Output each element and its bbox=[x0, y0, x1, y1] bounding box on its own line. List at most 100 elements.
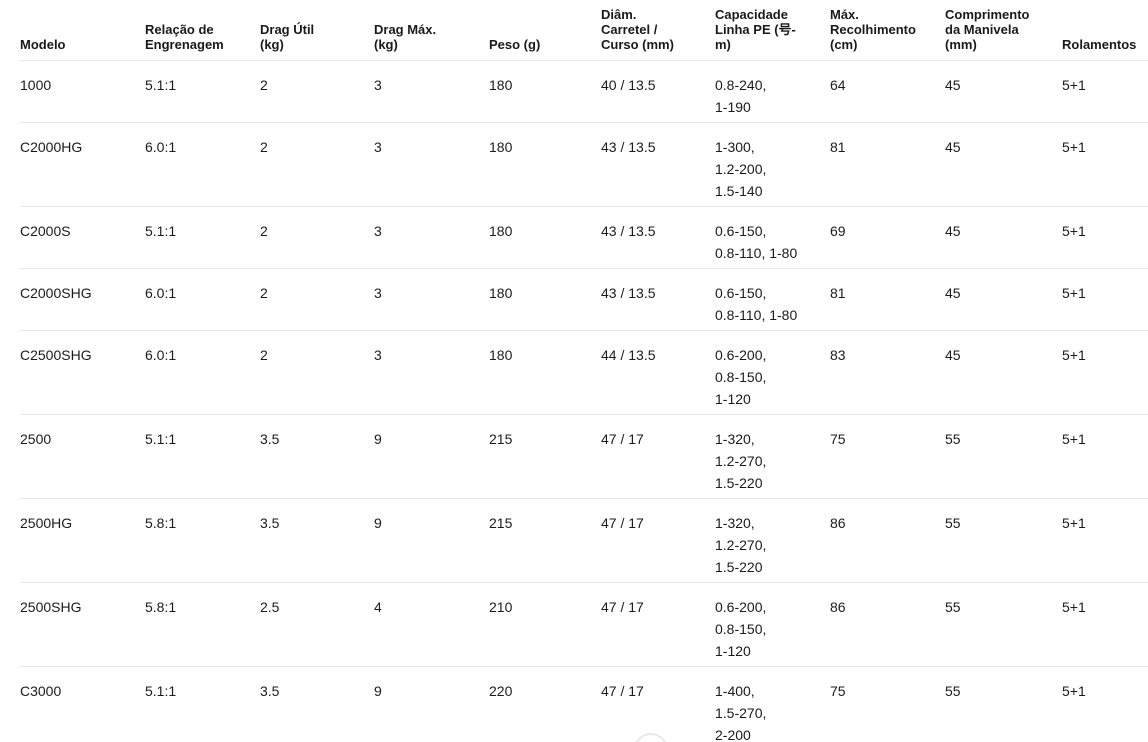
table-body: 1000 5.1:1 2 3 180 40 / 13.5 0.8-240, 1-190 64 4… bbox=[20, 60, 1148, 742]
cell-comprimento-manivela: 55 bbox=[945, 430, 961, 447]
cell-modelo: 2500HG bbox=[20, 514, 73, 531]
cell-peso: 220 bbox=[489, 682, 513, 699]
cell-peso: 210 bbox=[489, 598, 513, 615]
cell-drag-max: 3 bbox=[374, 346, 382, 363]
cell-drag-util: 2 bbox=[260, 346, 268, 363]
cell-peso: 180 bbox=[489, 346, 513, 363]
cell-drag-util: 2 bbox=[260, 284, 268, 301]
table-row: C2000S 5.1:1 2 3 180 43 / 13.5 0.6-150, 0.8-11… bbox=[20, 206, 1148, 268]
column-header-rolamentos: Rolamentos bbox=[1062, 36, 1137, 52]
cell-diam-carretel-curso: 40 / 13.5 bbox=[601, 76, 656, 93]
cell-rolamentos: 5+1 bbox=[1062, 682, 1086, 699]
cell-drag-util: 2 bbox=[260, 76, 268, 93]
cell-modelo: C2000HG bbox=[20, 138, 83, 155]
cell-relacao-engrenagem: 5.1:1 bbox=[145, 222, 177, 239]
cell-drag-util: 3.5 bbox=[260, 682, 280, 699]
table-row: C2500SHG 6.0:1 2 3 180 44 / 13.5 0.6-200, 0.8-… bbox=[20, 330, 1148, 414]
cell-capacidade-linha-pe: 0.6-200, 0.8-150, 1-120 bbox=[715, 346, 767, 407]
cell-modelo: C3000 bbox=[20, 682, 62, 699]
cell-comprimento-manivela: 45 bbox=[945, 76, 961, 93]
table-row: C2000HG 6.0:1 2 3 180 43 / 13.5 1-300, 1.2-200… bbox=[20, 122, 1148, 206]
reel-spec-table: Modelo Relação de Engrenagem Drag Útil (kg… bbox=[20, 0, 1148, 742]
cell-rolamentos: 5+1 bbox=[1062, 514, 1086, 531]
table-row: C2000SHG 6.0:1 2 3 180 43 / 13.5 0.6-150, 0.8-… bbox=[20, 268, 1148, 330]
cell-diam-carretel-curso: 44 / 13.5 bbox=[601, 346, 656, 363]
cell-drag-max: 3 bbox=[374, 284, 382, 301]
cell-rolamentos: 5+1 bbox=[1062, 76, 1086, 93]
cell-comprimento-manivela: 45 bbox=[945, 222, 961, 239]
cell-comprimento-manivela: 45 bbox=[945, 346, 961, 363]
cell-peso: 180 bbox=[489, 284, 513, 301]
cell-comprimento-manivela: 45 bbox=[945, 284, 961, 301]
cell-diam-carretel-curso: 43 / 13.5 bbox=[601, 138, 656, 155]
cell-relacao-engrenagem: 5.1:1 bbox=[145, 76, 177, 93]
cell-modelo: 2500 bbox=[20, 430, 52, 447]
cell-comprimento-manivela: 55 bbox=[945, 598, 961, 615]
cell-peso: 180 bbox=[489, 76, 513, 93]
cell-comprimento-manivela: 55 bbox=[945, 682, 961, 699]
cell-drag-max: 3 bbox=[374, 222, 382, 239]
cell-relacao-engrenagem: 5.1:1 bbox=[145, 430, 177, 447]
cell-drag-max: 9 bbox=[374, 682, 382, 699]
cell-relacao-engrenagem: 5.8:1 bbox=[145, 598, 177, 615]
cell-rolamentos: 5+1 bbox=[1062, 222, 1086, 239]
cell-max-recolhimento: 86 bbox=[830, 598, 846, 615]
cell-peso: 215 bbox=[489, 514, 513, 531]
cell-rolamentos: 5+1 bbox=[1062, 598, 1086, 615]
table-row: C3000 5.1:1 3.5 9 220 47 / 17 1-400, 1.5-270, … bbox=[20, 666, 1148, 742]
cell-relacao-engrenagem: 6.0:1 bbox=[145, 284, 177, 301]
cell-rolamentos: 5+1 bbox=[1062, 430, 1086, 447]
column-header-comprimento-manivela: Comprimento da Manivela (mm) bbox=[945, 6, 1030, 52]
cell-drag-max: 3 bbox=[374, 76, 382, 93]
cell-drag-max: 9 bbox=[374, 430, 382, 447]
cell-drag-util: 3.5 bbox=[260, 514, 280, 531]
table-header-row: Modelo Relação de Engrenagem Drag Útil (kg… bbox=[20, 0, 1148, 60]
table-row: 2500HG 5.8:1 3.5 9 215 47 / 17 1-320, 1.2-270,… bbox=[20, 498, 1148, 582]
cell-max-recolhimento: 81 bbox=[830, 138, 846, 155]
table-row: 1000 5.1:1 2 3 180 40 / 13.5 0.8-240, 1-190 64 4… bbox=[20, 60, 1148, 122]
cell-max-recolhimento: 86 bbox=[830, 514, 846, 531]
cell-rolamentos: 5+1 bbox=[1062, 138, 1086, 155]
cell-diam-carretel-curso: 47 / 17 bbox=[601, 682, 644, 699]
cell-relacao-engrenagem: 6.0:1 bbox=[145, 346, 177, 363]
cell-rolamentos: 5+1 bbox=[1062, 346, 1086, 363]
cell-peso: 215 bbox=[489, 430, 513, 447]
cell-peso: 180 bbox=[489, 222, 513, 239]
cell-capacidade-linha-pe: 1-400, 1.5-270, 2-200 bbox=[715, 682, 767, 742]
column-header-peso: Peso (g) bbox=[489, 36, 541, 52]
cell-diam-carretel-curso: 43 / 13.5 bbox=[601, 222, 656, 239]
column-header-drag-util: Drag Útil (kg) bbox=[260, 21, 315, 52]
column-header-modelo: Modelo bbox=[20, 36, 66, 52]
cell-diam-carretel-curso: 47 / 17 bbox=[601, 430, 644, 447]
cell-max-recolhimento: 75 bbox=[830, 430, 846, 447]
cell-relacao-engrenagem: 6.0:1 bbox=[145, 138, 177, 155]
cell-drag-util: 2.5 bbox=[260, 598, 280, 615]
cell-capacidade-linha-pe: 0.6-200, 0.8-150, 1-120 bbox=[715, 598, 767, 659]
column-header-relacao-engrenagem: Relação de Engrenagem bbox=[145, 21, 224, 52]
cell-drag-max: 4 bbox=[374, 598, 382, 615]
column-header-max-recolhimento: Máx. Recolhimento (cm) bbox=[830, 6, 916, 52]
cell-relacao-engrenagem: 5.8:1 bbox=[145, 514, 177, 531]
cell-capacidade-linha-pe: 0.8-240, 1-190 bbox=[715, 76, 767, 115]
cell-comprimento-manivela: 45 bbox=[945, 138, 961, 155]
cell-rolamentos: 5+1 bbox=[1062, 284, 1086, 301]
cell-modelo: C2500SHG bbox=[20, 346, 92, 363]
cell-max-recolhimento: 64 bbox=[830, 76, 846, 93]
cell-capacidade-linha-pe: 1-320, 1.2-270, 1.5-220 bbox=[715, 430, 767, 491]
cell-comprimento-manivela: 55 bbox=[945, 514, 961, 531]
cell-capacidade-linha-pe: 0.6-150, 0.8-110, 1-80 bbox=[715, 222, 798, 261]
cell-drag-util: 2 bbox=[260, 222, 268, 239]
cell-capacidade-linha-pe: 1-320, 1.2-270, 1.5-220 bbox=[715, 514, 767, 575]
cell-drag-max: 3 bbox=[374, 138, 382, 155]
table-row: 2500SHG 5.8:1 2.5 4 210 47 / 17 0.6-200, 0.8-1… bbox=[20, 582, 1148, 666]
cell-diam-carretel-curso: 47 / 17 bbox=[601, 514, 644, 531]
cell-modelo: C2000SHG bbox=[20, 284, 92, 301]
cell-modelo: 2500SHG bbox=[20, 598, 82, 615]
cell-diam-carretel-curso: 43 / 13.5 bbox=[601, 284, 656, 301]
cell-drag-max: 9 bbox=[374, 514, 382, 531]
cell-max-recolhimento: 69 bbox=[830, 222, 846, 239]
cell-modelo: 1000 bbox=[20, 76, 52, 93]
cell-modelo: C2000S bbox=[20, 222, 71, 239]
table-row: 2500 5.1:1 3.5 9 215 47 / 17 1-320, 1.2-270, 1… bbox=[20, 414, 1148, 498]
